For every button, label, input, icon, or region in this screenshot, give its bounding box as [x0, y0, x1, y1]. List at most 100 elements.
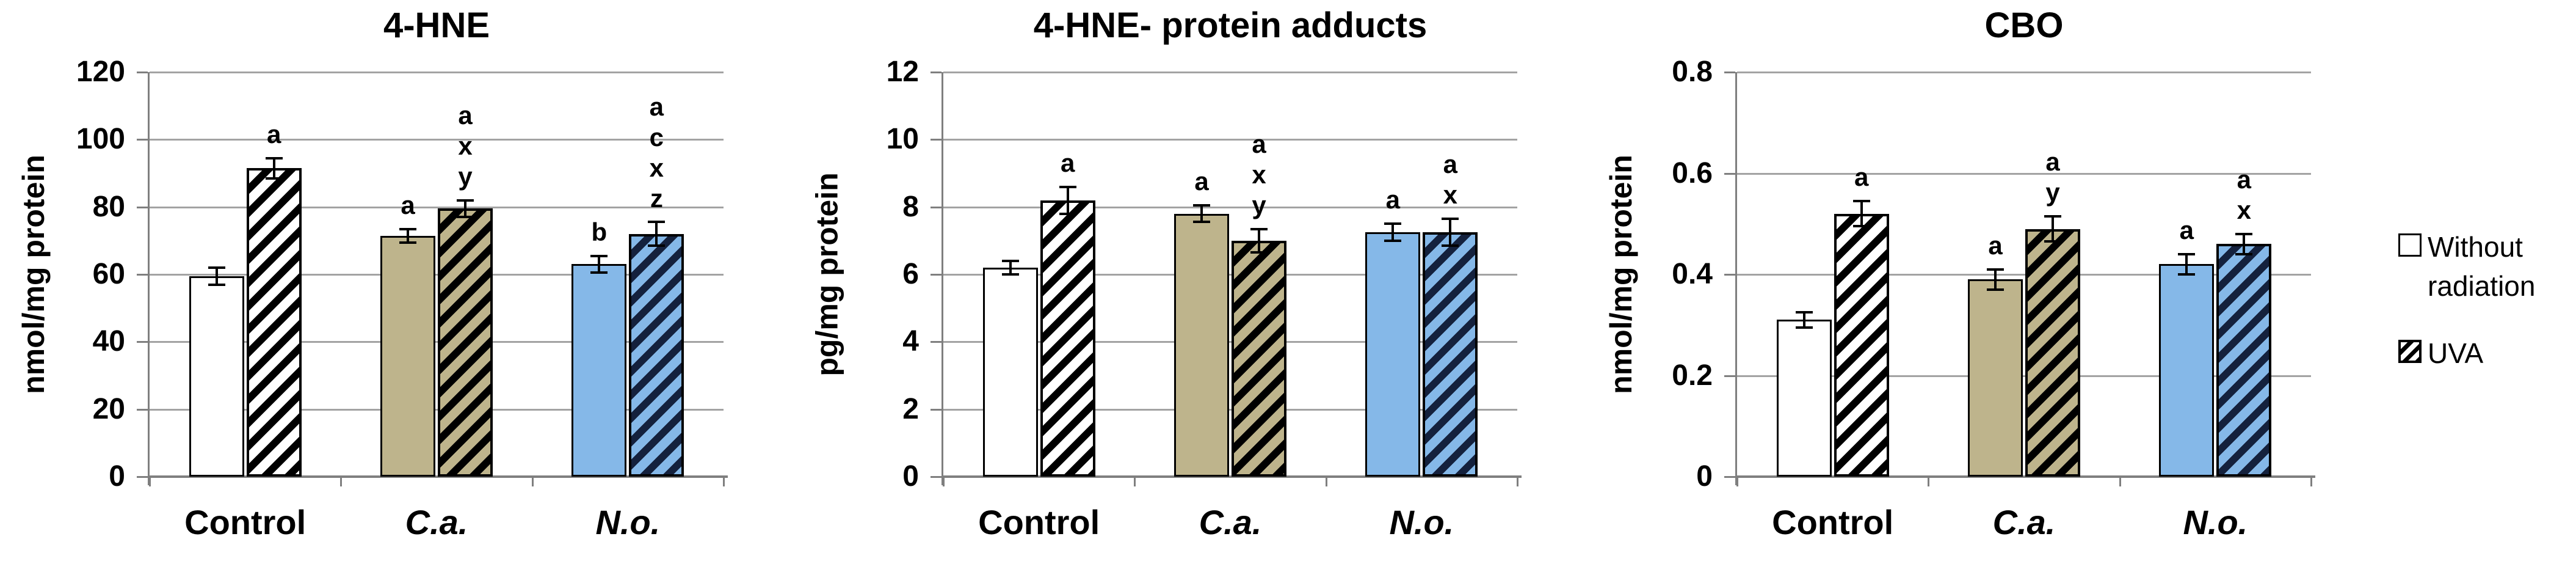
y-tick-label: 0.6 [1672, 156, 1713, 189]
error-bar-cap [265, 156, 283, 160]
significance-letter: x [458, 131, 473, 160]
bar-ca-uva [438, 208, 493, 477]
significance-letter: a [2045, 147, 2060, 176]
error-bar-cap [2044, 240, 2061, 243]
y-axis-line [148, 72, 150, 485]
significance-letter: a [1854, 163, 1869, 192]
error-bar-cap [1059, 212, 1076, 215]
error-bar-cap [1442, 217, 1459, 220]
y-axis-tick [137, 408, 148, 411]
bar-control-uva [1834, 213, 1889, 477]
error-bar-cap [1384, 239, 1402, 242]
significance-letter: a [2179, 215, 2194, 244]
y-axis-tick [137, 274, 148, 276]
significance-letter: x [649, 153, 664, 182]
y-axis-tick [931, 341, 942, 343]
legend: Without radiation UVA [2381, 0, 2576, 561]
y-axis-tick [1724, 274, 1735, 276]
y-tick-label: 2 [902, 392, 919, 425]
error-bar [1200, 205, 1203, 222]
gridline [943, 408, 1517, 411]
error-bar [1449, 218, 1452, 246]
error-bar-cap [1250, 251, 1268, 254]
gridline [943, 206, 1517, 208]
y-tick-label: 20 [92, 392, 125, 425]
x-axis-tick [1134, 477, 1136, 486]
y-axis-tick [931, 408, 942, 411]
x-category-label-ca: C.a. [1992, 503, 2056, 541]
x-category-label-control: Control [184, 503, 307, 541]
error-bar [1066, 186, 1069, 214]
significance-letter: a [458, 100, 473, 130]
significance-letter: y [2045, 177, 2060, 207]
x-axis-tick [943, 477, 945, 486]
gridline [1737, 375, 2311, 377]
significance-letter: a [2237, 164, 2251, 194]
error-bar-cap [1795, 311, 1813, 314]
error-bar [2243, 233, 2246, 254]
gridline [1737, 172, 2311, 175]
bar-no-uva [629, 233, 684, 477]
y-axis-tick [931, 139, 942, 141]
error-bar [1860, 201, 1863, 227]
chart-title: CBO [1984, 6, 2064, 45]
x-axis-tick [1736, 477, 1738, 486]
x-axis-tick [2310, 477, 2312, 486]
error-bar [272, 158, 275, 178]
legend-item-uva: UVA [2398, 334, 2483, 373]
error-bar [1391, 224, 1395, 241]
bar-ca-uva [2025, 229, 2080, 477]
gridline [150, 139, 724, 141]
x-category-label-control: Control [978, 503, 1100, 541]
bar-ca-uva [1232, 240, 1286, 477]
y-tick-label: 4 [902, 325, 919, 358]
y-tick-label: 0.4 [1672, 258, 1713, 290]
bar-ca-withoutradiation [1174, 213, 1229, 477]
y-axis-tick [137, 476, 148, 478]
gridline [1737, 72, 2311, 73]
x-axis-line [148, 475, 728, 478]
y-tick-label: 0.8 [1672, 56, 1713, 88]
error-bar [1258, 229, 1260, 253]
gridline [150, 206, 724, 208]
error-bar [1009, 260, 1012, 274]
bar-ca-withoutradiation [1968, 279, 2023, 477]
error-bar-cap [2178, 252, 2196, 255]
x-axis-tick [2119, 477, 2121, 486]
y-axis-tick [931, 72, 942, 73]
bar-no-uva [1423, 232, 1478, 477]
x-axis-tick [531, 477, 534, 486]
significance-letters: a [1953, 230, 2038, 261]
error-bar [2185, 254, 2188, 274]
x-axis-tick [340, 477, 343, 486]
bar-no-withoutradiation [1365, 232, 1421, 477]
error-bar-cap [399, 227, 416, 230]
significance-letters: a [1350, 185, 1435, 215]
x-axis-line [942, 475, 1522, 478]
y-axis-tick [931, 274, 942, 276]
significance-letter: x [1443, 180, 1457, 209]
error-bar [598, 255, 601, 273]
significance-letter: y [458, 161, 473, 191]
significance-letter: a [1443, 149, 1457, 178]
error-bar-cap [1384, 222, 1402, 226]
error-bar-cap [1795, 326, 1813, 329]
error-bar-cap [2044, 215, 2061, 218]
error-bar-cap [1250, 227, 1268, 230]
significance-letters: b [556, 217, 642, 248]
bar-control-uva [246, 168, 302, 477]
error-bar-cap [1852, 225, 1870, 228]
bar-control-withoutradiation [189, 276, 244, 477]
y-tick-label: 40 [92, 325, 125, 358]
bar-no-withoutradiation [571, 264, 627, 477]
gridline [150, 341, 724, 343]
error-bar [2052, 216, 2054, 242]
y-axis-tick [931, 206, 942, 208]
error-bar-cap [1852, 200, 1870, 202]
error-bar-cap [399, 241, 416, 244]
gridline [1737, 274, 2311, 276]
